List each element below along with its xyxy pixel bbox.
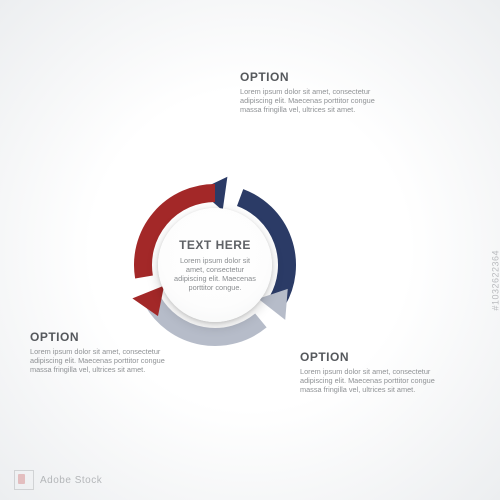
watermark-logo-text: Adobe Stock xyxy=(40,475,102,486)
option-body: Lorem ipsum dolor sit amet, consectetur … xyxy=(300,367,440,394)
option-title: OPTION xyxy=(240,70,380,84)
center-title: TEXT HERE xyxy=(179,238,251,252)
watermark-logo: Adobe Stock xyxy=(14,470,102,490)
watermark-id: #1032622364 xyxy=(491,250,500,311)
option-body: Lorem ipsum dolor sit amet, consectetur … xyxy=(30,347,170,374)
option-block-left: OPTION Lorem ipsum dolor sit amet, conse… xyxy=(30,330,170,374)
watermark-logo-icon xyxy=(14,470,34,490)
center-disc: TEXT HERE Lorem ipsum dolor sit amet, co… xyxy=(158,208,272,322)
option-block-right: OPTION Lorem ipsum dolor sit amet, conse… xyxy=(300,350,440,394)
infographic-stage: TEXT HERE Lorem ipsum dolor sit amet, co… xyxy=(0,0,500,500)
option-body: Lorem ipsum dolor sit amet, consectetur … xyxy=(240,87,380,114)
option-title: OPTION xyxy=(300,350,440,364)
option-block-top: OPTION Lorem ipsum dolor sit amet, conse… xyxy=(240,70,380,114)
option-title: OPTION xyxy=(30,330,170,344)
center-body: Lorem ipsum dolor sit amet, consectetur … xyxy=(174,256,256,293)
